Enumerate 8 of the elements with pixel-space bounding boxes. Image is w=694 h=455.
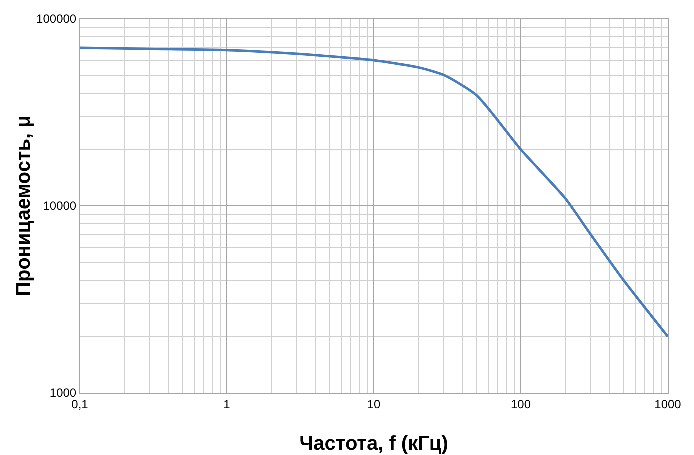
y-axis-title: Проницаемость, μ [13,116,35,296]
y-tick-label: 100000 [36,12,77,26]
x-tick-label: 100 [510,397,532,412]
x-axis-title: Частота, f (кГц) [300,433,448,455]
y-tick-label: 10000 [43,199,77,214]
x-tick-label: 1 [224,397,231,412]
x-tick-label: 10 [367,397,381,412]
x-tick-label: 1000 [654,397,682,412]
